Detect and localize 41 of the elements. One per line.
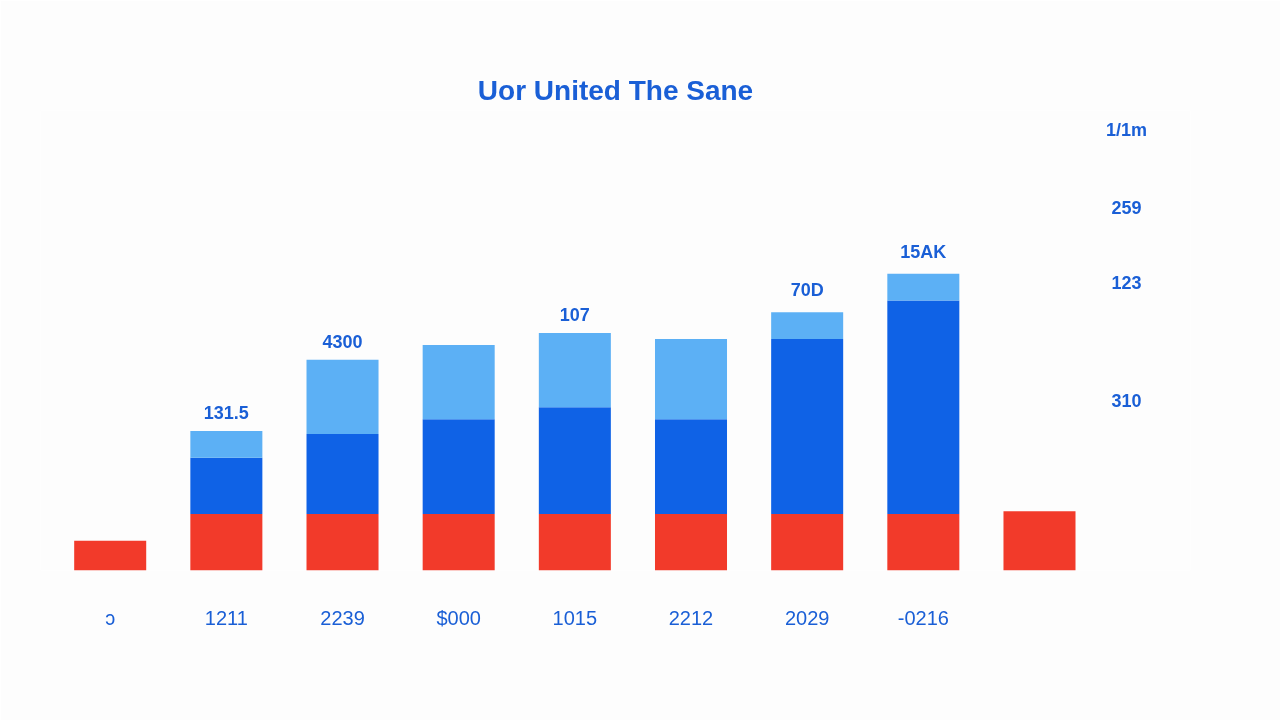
bar (771, 339, 844, 515)
bar (422, 344, 495, 420)
x-tick-label: 2239 (320, 606, 365, 629)
bar (538, 514, 611, 571)
bar (887, 300, 960, 515)
bar (190, 431, 263, 458)
annotation: 131.5 (203, 403, 249, 424)
bar (422, 419, 495, 515)
bar (771, 312, 844, 340)
x-tick-label: 2212 (668, 606, 714, 629)
x-tick-label: 1015 (552, 606, 598, 629)
bar (654, 339, 728, 420)
x-tick-label: 2029 (784, 606, 830, 629)
bar (654, 514, 728, 571)
bar (538, 407, 611, 515)
bar (190, 457, 263, 515)
bar (771, 514, 844, 571)
bar (190, 514, 263, 571)
bar (306, 433, 379, 515)
x-tick-label: 1211 (204, 606, 248, 629)
bar (887, 514, 960, 571)
x-tick-label: $000 (436, 606, 481, 629)
bar (306, 359, 379, 434)
annotation: 4300 (322, 331, 363, 352)
bar (538, 333, 611, 408)
bar (74, 540, 147, 571)
text: 310 (1111, 391, 1142, 412)
bar (887, 273, 960, 301)
text: 259 (1111, 198, 1142, 219)
annotation: 107 (559, 305, 590, 326)
bar (654, 419, 728, 515)
annotation: 70D (790, 280, 824, 301)
bar (306, 514, 379, 571)
x-tick-label: ɔ (105, 606, 116, 629)
x-tick-label: -0216 (897, 606, 949, 629)
text: 1/1m (1106, 120, 1148, 141)
text: 15AK (900, 241, 947, 262)
text: 123 (1111, 272, 1142, 293)
bar (1003, 511, 1076, 571)
bar (422, 514, 495, 571)
chart-title: Uor United The Sane (477, 74, 754, 106)
